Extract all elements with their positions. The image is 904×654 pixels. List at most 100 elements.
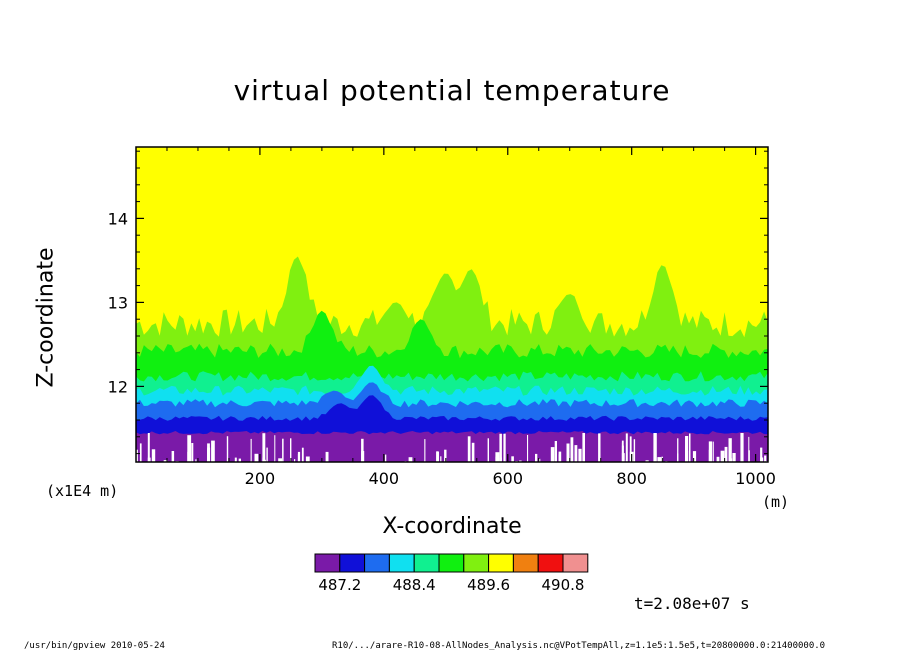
gap-streak — [653, 433, 657, 462]
gap-streak — [187, 435, 192, 462]
gap-streak — [207, 443, 210, 462]
gap-streak — [554, 441, 557, 462]
gap-streak — [147, 457, 151, 462]
gap-streak — [262, 433, 266, 462]
gap-streak — [760, 457, 764, 462]
gap-streak — [487, 438, 489, 462]
gap-streak — [748, 436, 750, 462]
x-tick-label: 400 — [369, 469, 400, 488]
gap-streak — [305, 456, 310, 462]
gap-streak — [692, 451, 697, 462]
gap-streak — [191, 443, 194, 462]
y-axis-unit: (x1E4 m) — [46, 482, 119, 500]
gap-streak — [708, 441, 713, 462]
gap-streak — [760, 447, 763, 462]
y-tick-label: 12 — [108, 377, 128, 396]
gap-streak — [408, 457, 413, 462]
gap-streak — [294, 459, 296, 462]
gap-streak — [499, 433, 502, 462]
x-tick-label: 200 — [245, 469, 276, 488]
gap-streak — [290, 438, 292, 462]
gap-streak — [325, 451, 329, 462]
gap-streak — [527, 435, 529, 462]
colorbar-swatch — [413, 553, 440, 573]
gap-streak — [444, 449, 447, 462]
gap-streak — [728, 438, 732, 462]
x-tick-label: 800 — [616, 469, 647, 488]
gap-streak — [712, 441, 714, 462]
colorbar-swatch — [314, 553, 341, 573]
y-tick-label: 13 — [108, 293, 128, 312]
gap-streak — [361, 438, 364, 462]
contour-field — [136, 147, 768, 462]
gap-streak — [716, 456, 720, 462]
gap-streak — [238, 458, 241, 462]
colorbar-tick-label: 489.6 — [467, 576, 510, 594]
gap-streak — [424, 439, 426, 462]
gap-streak — [621, 445, 624, 462]
gap-streak — [436, 451, 439, 462]
colorbar-swatch — [438, 553, 465, 573]
chart-title: virtual potential temperature — [233, 74, 671, 107]
gap-streak — [211, 440, 215, 462]
colorbar-swatch — [339, 553, 366, 573]
gap-streak — [574, 445, 578, 462]
gap-streak — [278, 458, 282, 462]
gap-streak — [151, 449, 156, 462]
colorbar: 487.2 488.4 489.6 490.8 — [314, 553, 589, 594]
gap-streak — [685, 436, 689, 462]
gap-streak — [550, 447, 555, 462]
colorbar-swatch — [512, 553, 539, 573]
gap-streak — [254, 453, 259, 462]
time-label: t=2.08e+07 s — [634, 594, 750, 613]
gap-streak — [471, 442, 475, 462]
colorbar-tick-label: 487.2 — [318, 576, 361, 594]
colorbar-tick-label: 488.4 — [393, 576, 436, 594]
gap-streak — [645, 460, 649, 462]
gap-streak — [147, 433, 150, 462]
colorbar-swatch — [562, 553, 589, 573]
footer-dataset: R10/.../arare-R10-08-AllNodes_Analysis.n… — [332, 641, 826, 651]
gap-streak — [764, 455, 767, 462]
gap-streak — [748, 450, 750, 462]
gap-streak — [139, 443, 142, 462]
gap-streak — [301, 447, 304, 462]
gap-streak — [282, 438, 284, 462]
gap-streak — [625, 433, 628, 462]
gap-streak — [495, 452, 500, 462]
gap-streak — [566, 443, 570, 462]
x-tick-label: 600 — [492, 469, 523, 488]
gap-streak — [570, 437, 574, 462]
gap-streak — [274, 435, 276, 462]
gap-streak — [661, 456, 663, 462]
colorbar-tick-label: 490.8 — [542, 576, 585, 594]
gap-streak — [558, 454, 561, 462]
gap-streak — [633, 439, 636, 462]
gap-streak — [467, 436, 471, 462]
gap-streak — [250, 438, 252, 462]
gap-streak — [384, 454, 387, 462]
footer-program: /usr/bin/gpview 2010-05-24 — [24, 641, 165, 651]
colorbar-swatch — [537, 553, 564, 573]
gap-streak — [262, 459, 266, 462]
gap-streak — [163, 460, 168, 462]
gap-streak — [657, 457, 662, 462]
x-axis-label: X-coordinate — [382, 514, 522, 539]
gap-streak — [226, 436, 229, 462]
colorbar-swatch — [488, 553, 514, 573]
plot-frame — [135, 146, 769, 463]
y-axis-label: Z-coordinate — [33, 247, 59, 388]
colorbar-swatch — [364, 553, 390, 573]
gap-streak — [740, 433, 744, 462]
colorbar-swatch — [388, 553, 415, 573]
gap-streak — [503, 433, 506, 462]
gap-streak — [598, 433, 601, 462]
gap-streak — [582, 433, 585, 462]
axis-ticks: 200 400 600 800 1000 12 13 14 — [108, 147, 776, 488]
band-purple — [136, 431, 768, 462]
gap-streak — [195, 459, 197, 462]
gap-streak — [629, 436, 632, 462]
gap-streak — [511, 456, 514, 462]
gap-streak — [136, 449, 138, 462]
